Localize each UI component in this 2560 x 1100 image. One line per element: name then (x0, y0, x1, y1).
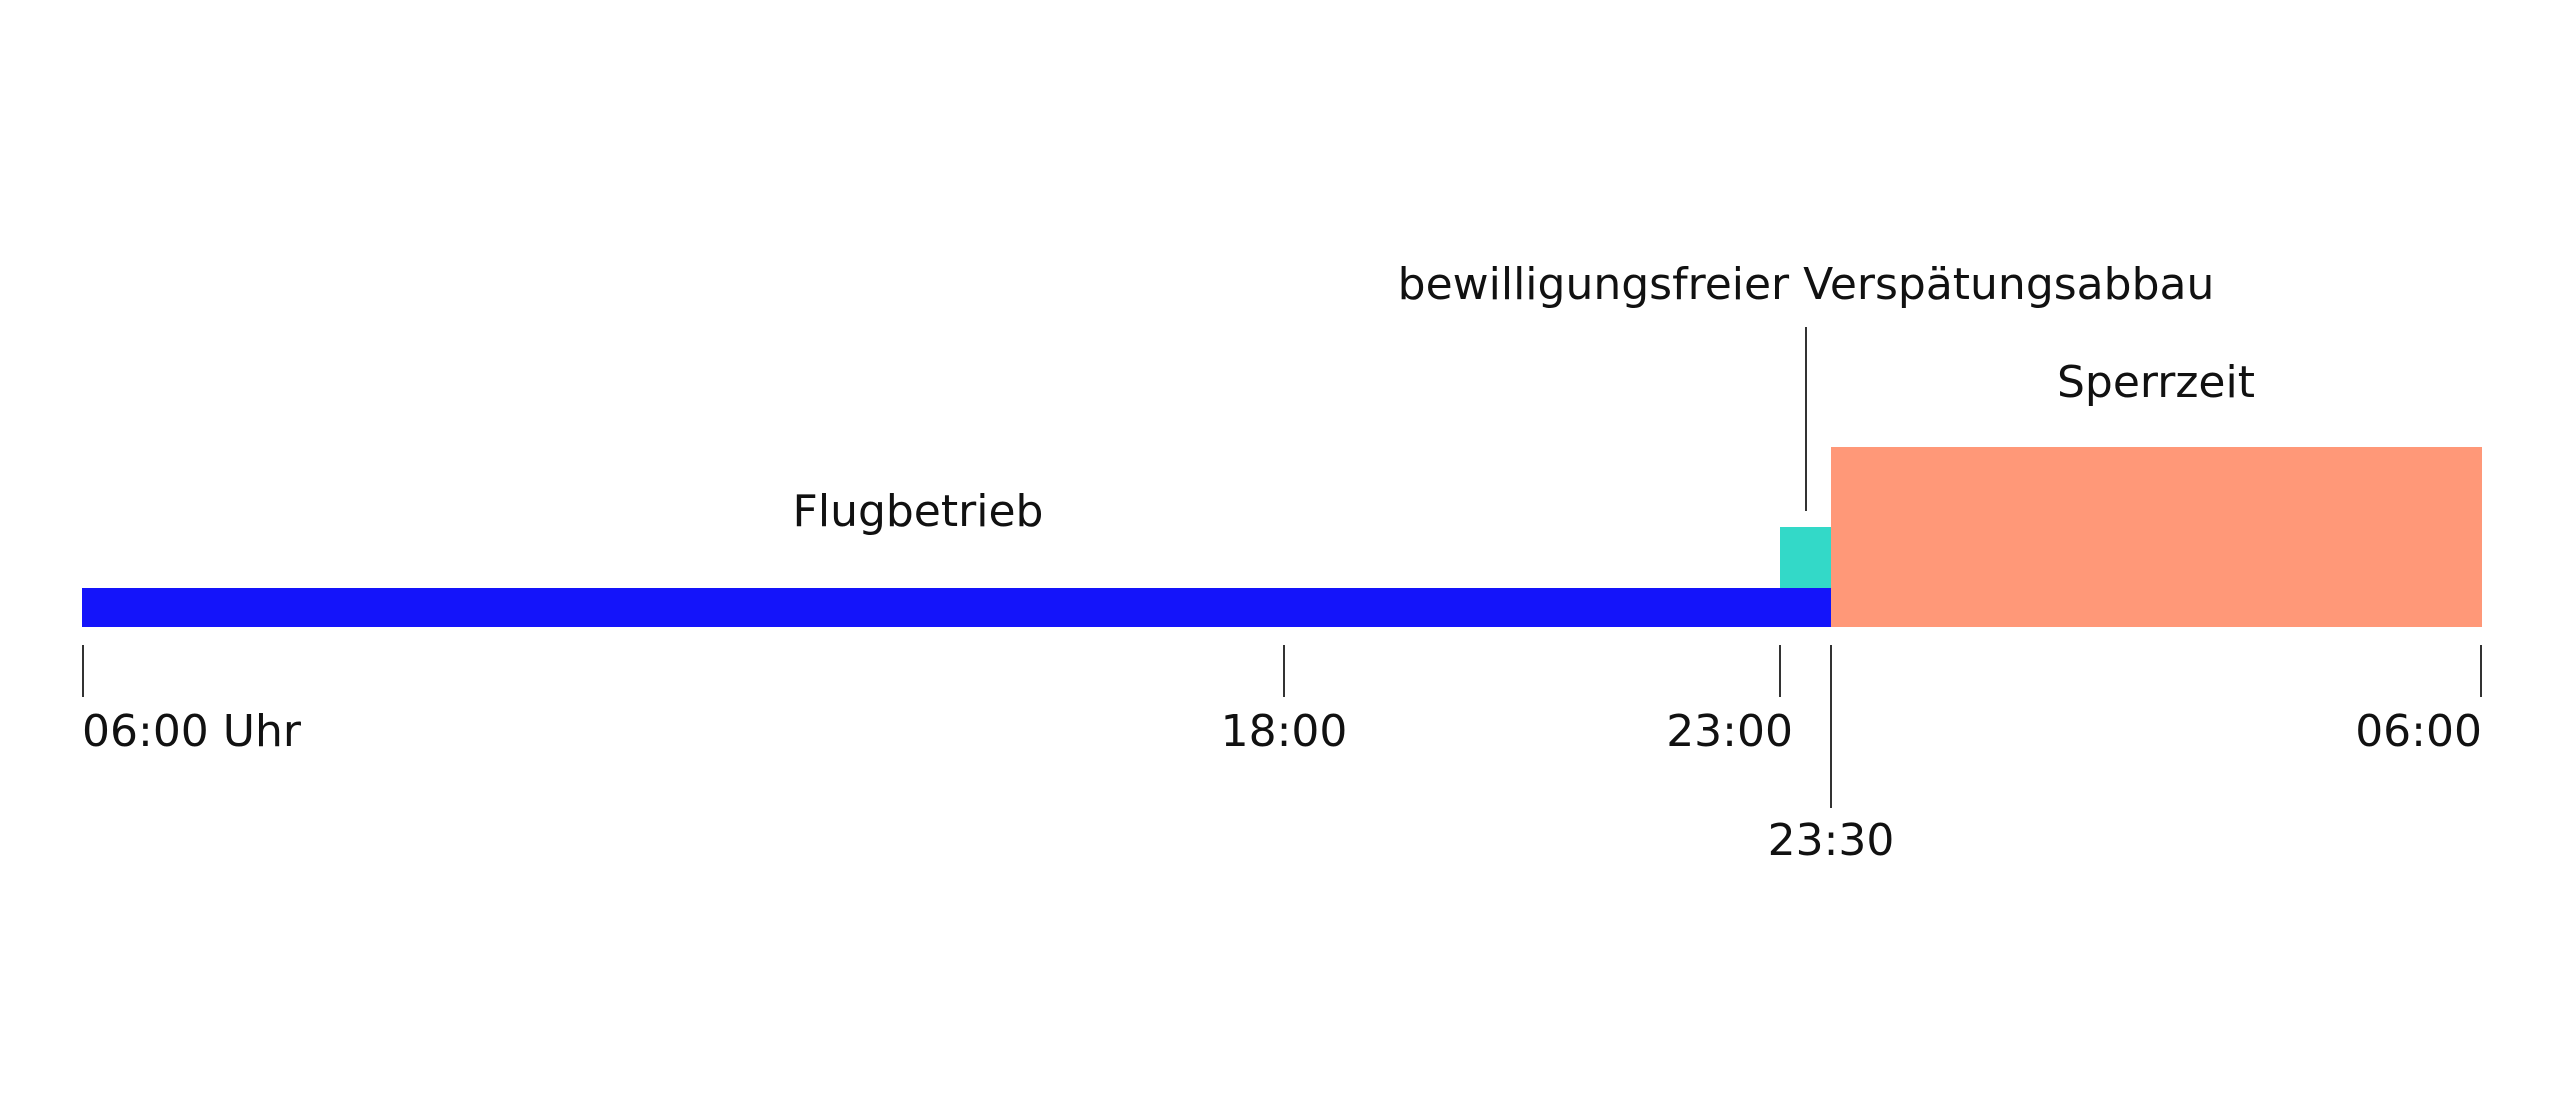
tick-label: 18:00 (1221, 706, 1348, 757)
operation-bar (82, 588, 1831, 627)
curfew-label: Sperrzeit (2057, 357, 2255, 408)
tick-label: 23:30 (1768, 815, 1895, 866)
tick-label: 23:00 (1666, 706, 1793, 757)
tick-label: 06:00 (2355, 706, 2482, 757)
delay-label: bewilligungsfreier Verspätungsabbau (1398, 259, 2215, 310)
delay-bar (1780, 527, 1831, 588)
curfew-bar (1831, 447, 2482, 627)
operation-label: Flugbetrieb (793, 486, 1044, 537)
tick-label: 06:00 Uhr (82, 706, 302, 757)
